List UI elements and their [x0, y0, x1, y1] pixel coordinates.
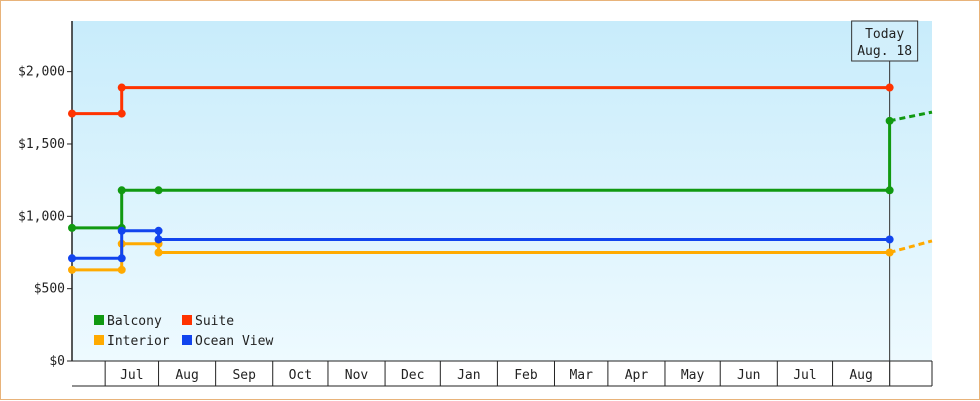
legend-label-interior: Interior [107, 334, 170, 349]
y-tick-label: $1,000 [18, 209, 65, 224]
x-tick-label: May [681, 368, 705, 383]
data-point-balcony [885, 186, 894, 195]
series-projection-interior [889, 239, 933, 254]
data-point-ocean-view [117, 226, 126, 235]
today-box [851, 20, 919, 62]
x-tick-label: Oct [289, 368, 312, 383]
y-axis: $0 $500 $1,000 $1,500 $2,000 [18, 21, 73, 369]
x-tick-label: Jan [457, 368, 480, 383]
series-line-interior [72, 242, 890, 272]
x-tick-label: Jul [120, 368, 143, 383]
data-point-balcony [68, 223, 76, 232]
series-line-ocean-view [72, 229, 890, 260]
legend-label-suite: Suite [195, 314, 234, 329]
x-axis: Jul Aug Sep Oct Nov Dec Jan Feb Mar Apr May Jun Jul A… [72, 360, 933, 387]
data-point-interior [154, 248, 163, 257]
legend-swatch-interior [94, 335, 104, 345]
legend: Balcony Suite Interior Ocean View [94, 314, 273, 349]
series-suite [68, 83, 894, 118]
series-line-balcony [72, 120, 892, 230]
data-point-ocean-view [117, 254, 126, 263]
x-tick-label: Dec [401, 368, 424, 383]
today-label: Today [865, 27, 904, 42]
data-point-suite [117, 109, 126, 118]
x-tick-label: Aug [175, 368, 198, 383]
series-ocean-view [68, 226, 894, 263]
legend-swatch-balcony [94, 315, 104, 325]
x-tick-label: Jun [737, 368, 760, 383]
data-point-balcony [154, 186, 163, 195]
data-point-ocean-view [154, 235, 163, 244]
data-point-ocean-view [885, 235, 894, 244]
today-date: Aug. 18 [857, 44, 912, 59]
data-point-interior [68, 265, 76, 274]
y-tick-label: $500 [34, 282, 65, 297]
x-tick-label: Feb [514, 368, 538, 383]
x-tick-label: Mar [569, 368, 593, 383]
data-point-balcony [885, 116, 894, 125]
series-group [68, 83, 933, 274]
y-tick-label: $1,500 [18, 137, 65, 152]
legend-swatch-ocean-view [182, 335, 192, 345]
legend-swatch-suite [182, 315, 192, 325]
x-tick-label: Sep [232, 368, 256, 383]
y-tick-label: $2,000 [18, 65, 65, 80]
legend-label-ocean-view: Ocean View [195, 334, 273, 349]
data-point-interior [885, 248, 894, 257]
x-tick-label: Jul [793, 368, 816, 383]
x-tick-label: Nov [345, 368, 369, 383]
y-tick-label: $0 [49, 354, 65, 369]
x-tick-label: Apr [625, 368, 649, 383]
data-point-interior [117, 265, 126, 274]
series-interior [68, 239, 933, 274]
series-projection-balcony [889, 110, 933, 123]
data-point-suite [117, 83, 126, 92]
today-marker: Today Aug. 18 [851, 20, 919, 386]
data-point-suite [885, 83, 894, 92]
legend-label-balcony: Balcony [107, 314, 162, 329]
series-line-suite [72, 86, 890, 116]
x-tick-label: Aug [849, 368, 872, 383]
data-point-suite [68, 109, 76, 118]
data-point-ocean-view [68, 254, 76, 263]
data-point-ocean-view [154, 226, 163, 235]
data-point-balcony [117, 186, 126, 195]
